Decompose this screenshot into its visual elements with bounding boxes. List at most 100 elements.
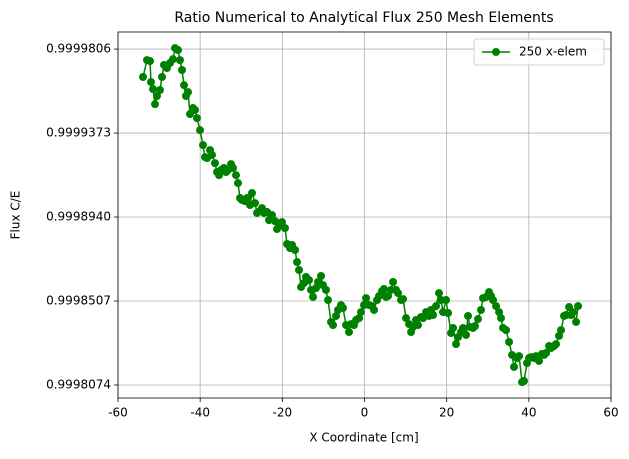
legend-box — [473, 38, 605, 66]
plot-frame — [117, 31, 612, 399]
data-point — [291, 246, 300, 255]
data-point — [234, 179, 243, 188]
data-point — [572, 317, 581, 326]
data-point — [429, 310, 438, 319]
data-point — [394, 289, 403, 298]
data-point — [464, 311, 473, 320]
data-point — [199, 141, 208, 150]
data-point — [449, 323, 458, 332]
data-point — [435, 289, 444, 298]
data-point — [419, 314, 428, 323]
data-point — [309, 292, 318, 301]
data-point — [357, 308, 366, 317]
data-point — [389, 278, 398, 287]
legend-label: 250 x-elem — [519, 45, 587, 59]
data-point — [384, 291, 393, 300]
x-tick-label: -60 — [108, 406, 128, 420]
data-point — [155, 85, 164, 94]
data-point — [535, 356, 544, 365]
x-tick-label: 40 — [521, 406, 536, 420]
data-point — [474, 315, 483, 324]
data-point — [190, 105, 199, 114]
data-point — [402, 314, 411, 323]
data-point — [248, 188, 257, 197]
data-point — [322, 285, 331, 294]
y-tick-label: 0.9998507 — [46, 294, 111, 308]
data-point — [542, 349, 551, 358]
data-point — [414, 321, 423, 330]
y-tick-label: 0.9998074 — [46, 378, 111, 392]
y-axis-label: Flux C/E — [9, 191, 23, 240]
data-point — [146, 57, 155, 66]
data-point — [324, 296, 333, 305]
data-point — [175, 56, 184, 65]
data-point — [444, 309, 453, 318]
legend-marker — [492, 48, 500, 56]
data-point — [139, 72, 148, 81]
x-tick-label: 60 — [603, 406, 618, 420]
data-point — [552, 340, 561, 349]
x-tick-label: 20 — [439, 406, 454, 420]
data-point — [251, 199, 260, 208]
data-point — [520, 376, 529, 385]
data-point — [399, 295, 408, 304]
data-point — [295, 265, 304, 274]
x-tick-label: -40 — [190, 406, 210, 420]
data-point — [178, 66, 187, 75]
data-point — [471, 322, 480, 331]
data-point — [146, 78, 155, 87]
data-point — [151, 100, 160, 109]
data-point — [497, 314, 506, 323]
chart-title: Ratio Numerical to Analytical Flux 250 M… — [174, 10, 553, 26]
data-point — [207, 150, 216, 159]
y-tick-label: 0.9998940 — [46, 210, 111, 224]
data-point — [231, 171, 240, 180]
data-point — [317, 272, 326, 280]
data-point — [370, 305, 379, 314]
x-tick-label: 0 — [361, 406, 369, 420]
data-point — [459, 323, 468, 332]
data-point — [180, 81, 189, 90]
data-point — [339, 304, 348, 313]
data-point — [228, 163, 237, 172]
data-point — [149, 85, 158, 94]
data-point — [574, 302, 583, 311]
data-point — [495, 308, 504, 317]
data-point — [332, 311, 341, 320]
data-point — [293, 258, 302, 267]
data-point — [569, 308, 578, 317]
data-point — [510, 362, 519, 371]
data-point — [502, 326, 511, 335]
data-point — [169, 55, 178, 64]
data-point — [345, 328, 354, 337]
data-point — [362, 294, 371, 303]
x-axis-label: X Coordinate [cm] — [309, 431, 418, 445]
y-tick-label: 0.9999373 — [46, 126, 111, 140]
data-point — [210, 159, 219, 168]
data-point — [477, 305, 486, 314]
data-point — [281, 224, 290, 233]
data-point — [158, 72, 167, 81]
data-point — [452, 340, 461, 349]
data-point — [152, 92, 161, 101]
data-point — [492, 302, 501, 311]
data-point — [312, 284, 321, 293]
data-point — [174, 46, 183, 55]
y-tick-label: 0.9999806 — [46, 42, 111, 56]
data-point — [193, 114, 202, 123]
data-point — [557, 326, 566, 335]
data-point — [380, 284, 389, 293]
data-point — [268, 211, 277, 220]
data-point — [432, 302, 441, 311]
data-point — [243, 194, 252, 203]
data-point — [355, 314, 364, 323]
data-point — [462, 330, 471, 339]
data-point — [196, 126, 205, 135]
data-point — [515, 352, 524, 361]
data-point — [305, 276, 314, 285]
data-point — [489, 296, 498, 305]
data-point — [442, 296, 451, 305]
data-point — [184, 88, 193, 97]
